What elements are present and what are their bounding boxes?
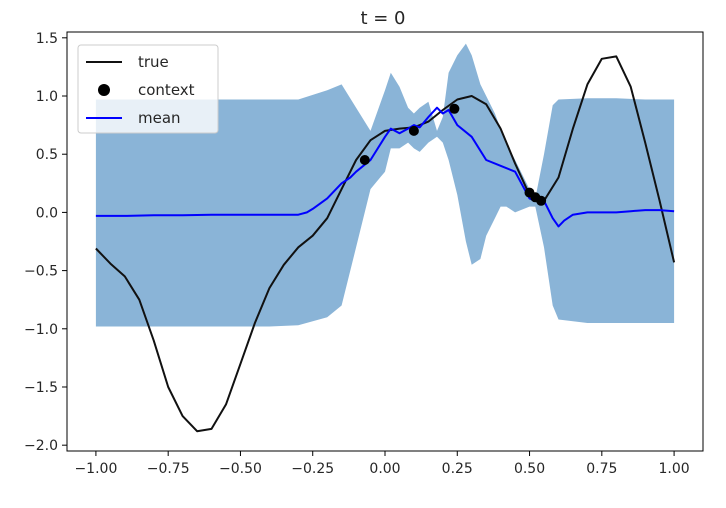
legend-swatch-context bbox=[98, 84, 110, 96]
context-point bbox=[536, 195, 547, 206]
series-true-line bbox=[95, 55, 676, 433]
y-tick-label: 1.0 bbox=[36, 89, 58, 105]
x-tick-label: −0.75 bbox=[147, 461, 190, 477]
y-tick-label: −1.0 bbox=[24, 322, 58, 338]
x-tick-label: −0.25 bbox=[291, 461, 334, 477]
y-tick-label: −0.5 bbox=[24, 264, 58, 280]
axes: −1.00 −0.75 −0.50 −0.25 0.00 0.25 0.50 0.75 1.00… bbox=[24, 31, 704, 477]
context-point bbox=[408, 125, 419, 136]
legend: true context mean bbox=[77, 44, 219, 134]
x-tick-label: 0.75 bbox=[586, 461, 617, 477]
y-tick-label: −1.5 bbox=[24, 380, 58, 396]
legend-frame bbox=[77, 44, 219, 134]
confidence-band bbox=[95, 43, 675, 327]
context-point bbox=[449, 103, 460, 114]
plot-area bbox=[95, 43, 676, 433]
x-tick-label: 0.00 bbox=[369, 461, 400, 477]
context-point bbox=[359, 155, 370, 165]
legend-label-context: context bbox=[138, 81, 195, 99]
x-tick-label: −1.00 bbox=[74, 461, 117, 477]
y-tick-label: 1.5 bbox=[36, 31, 58, 47]
legend-label-true: true bbox=[138, 53, 169, 71]
y-tick-label: −2.0 bbox=[24, 438, 58, 454]
legend-label-mean: mean bbox=[138, 109, 181, 127]
chart-title: t = 0 bbox=[360, 8, 405, 29]
series-mean-line bbox=[95, 106, 675, 228]
x-tick-label: 1.00 bbox=[659, 461, 690, 477]
y-tick-label: 0.5 bbox=[36, 147, 58, 163]
x-tick-label: 0.50 bbox=[514, 461, 545, 477]
y-tick-label: 0.0 bbox=[36, 205, 58, 221]
x-tick-label: −0.50 bbox=[219, 461, 262, 477]
x-tick-label: 0.25 bbox=[442, 461, 473, 477]
